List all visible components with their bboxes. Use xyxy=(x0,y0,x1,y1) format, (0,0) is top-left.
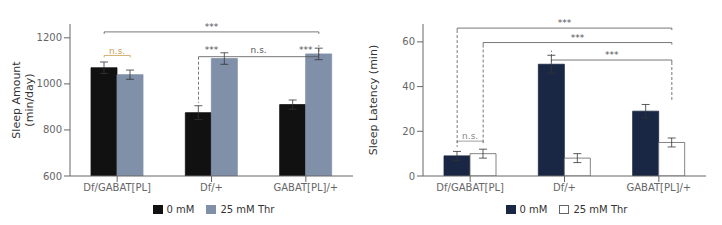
svg-text:Df/+: Df/+ xyxy=(200,182,223,193)
svg-text:Df/+: Df/+ xyxy=(553,182,576,193)
svg-text:20: 20 xyxy=(402,126,415,137)
svg-text:GABAT[PL]/+: GABAT[PL]/+ xyxy=(273,182,338,193)
svg-text:0: 0 xyxy=(409,171,415,182)
svg-text:800: 800 xyxy=(43,124,62,135)
html-text:0 mM: 0 mM xyxy=(519,203,548,215)
svg-text:***: *** xyxy=(571,33,585,43)
svg-text:1200: 1200 xyxy=(37,32,62,43)
html-text:0 mM: 0 mM xyxy=(166,203,195,215)
svg-text:1000: 1000 xyxy=(37,78,62,89)
svg-text:600: 600 xyxy=(43,171,62,182)
svg-text:n.s.: n.s. xyxy=(251,45,267,55)
svg-text:***: *** xyxy=(605,50,619,60)
svg-text:***: *** xyxy=(205,22,219,32)
svg-text:Sleep Amount(min/day): Sleep Amount(min/day) xyxy=(10,61,36,139)
svg-text:n.s.: n.s. xyxy=(462,131,478,141)
svg-text:***: *** xyxy=(299,45,313,55)
svg-text:GABAT[PL]/+: GABAT[PL]/+ xyxy=(626,182,691,193)
svg-text:40: 40 xyxy=(402,81,415,92)
svg-text:***: *** xyxy=(558,18,572,28)
html-text:25 mM Thr: 25 mM Thr xyxy=(220,203,275,215)
html-text:25 mM Thr: 25 mM Thr xyxy=(573,203,628,215)
svg-text:Sleep Latency (min): Sleep Latency (min) xyxy=(367,45,380,155)
svg-text:60: 60 xyxy=(402,36,415,47)
svg-text:***: *** xyxy=(205,45,219,55)
svg-text:Df/GABAT[PL]: Df/GABAT[PL] xyxy=(436,182,504,193)
svg-text:n.s.: n.s. xyxy=(109,46,125,56)
svg-text:Df/GABAT[PL]: Df/GABAT[PL] xyxy=(83,182,151,193)
